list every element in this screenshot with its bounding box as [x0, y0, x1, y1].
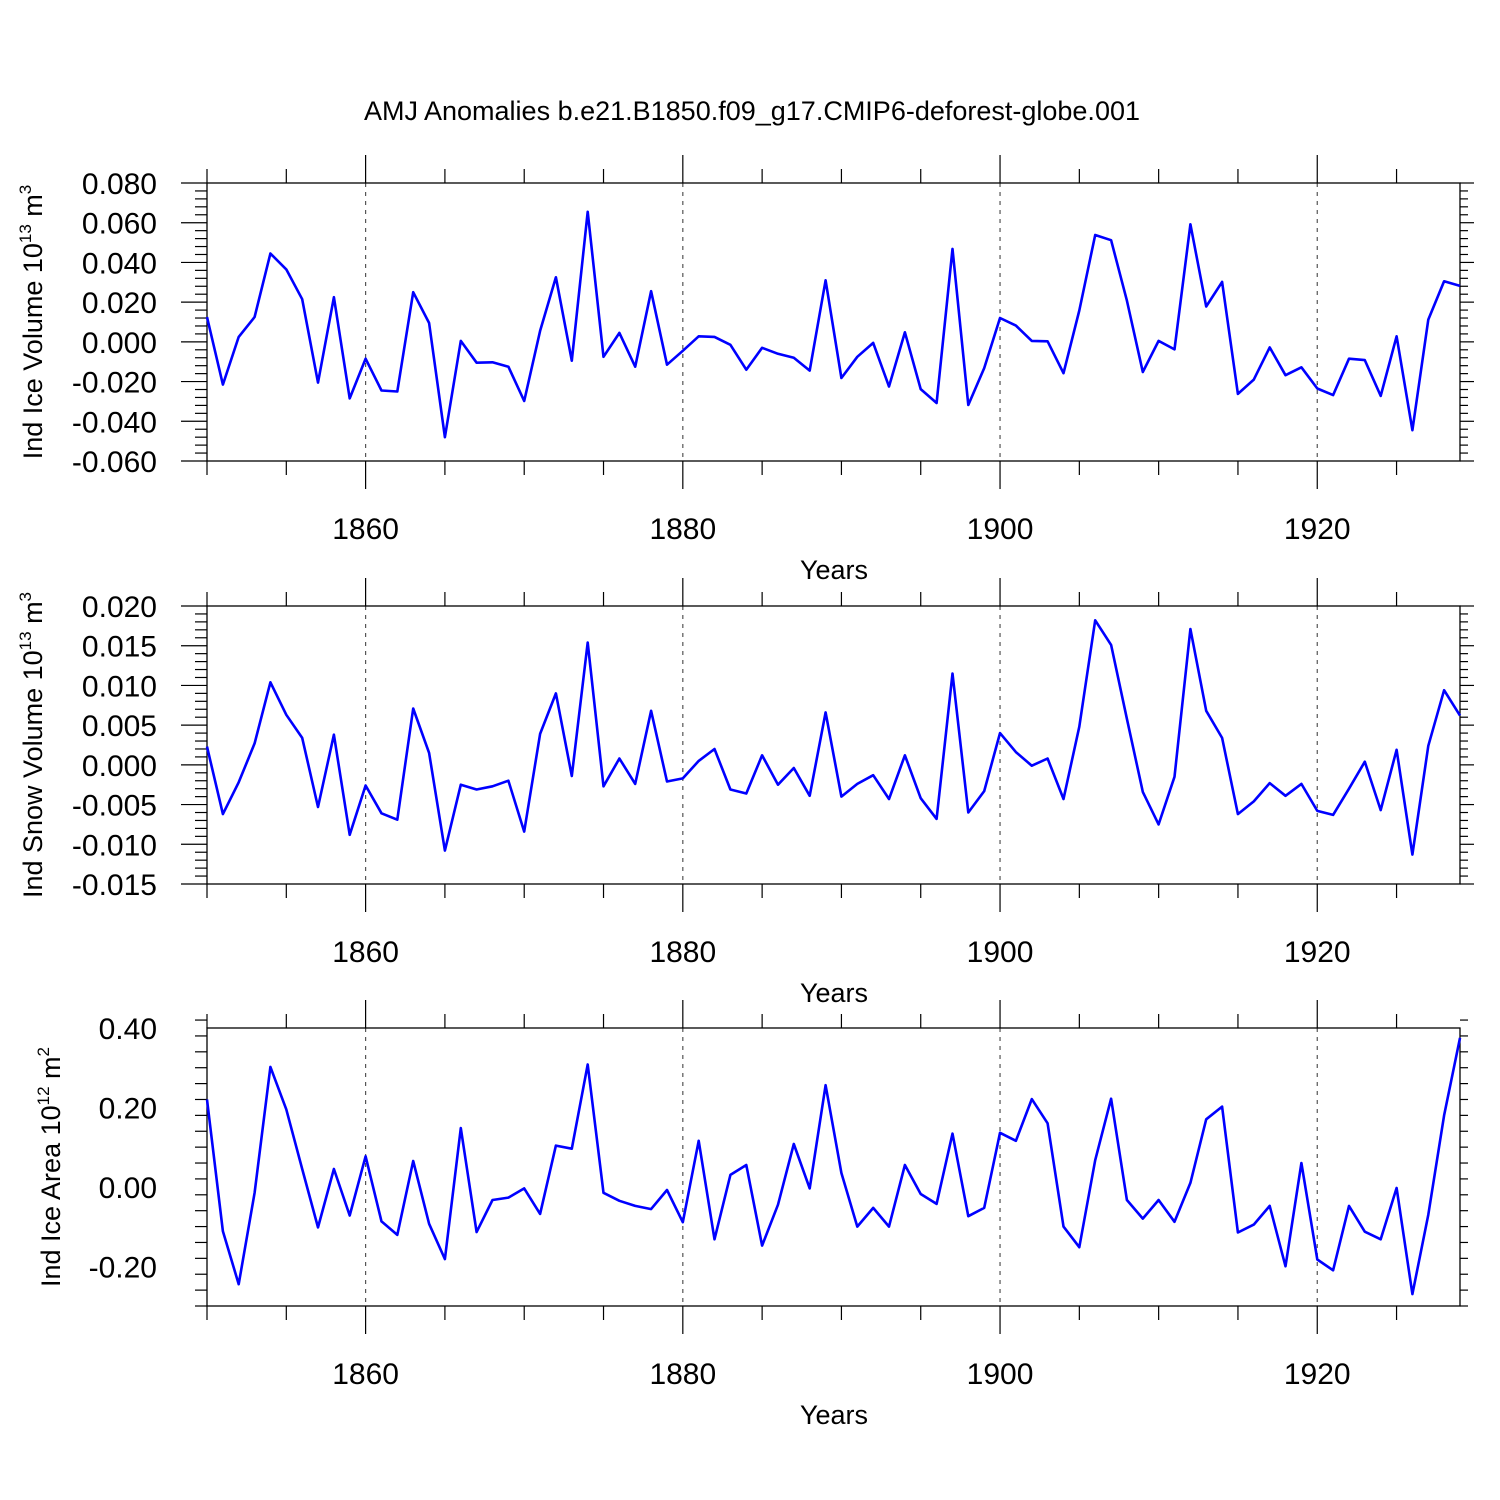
y-tick-label: 0.015	[82, 631, 157, 664]
x-axis-label: Years	[800, 978, 868, 1008]
y-tick-label: 0.20	[99, 1092, 157, 1125]
x-tick-label: 1880	[649, 513, 716, 546]
x-tick-label: 1920	[1284, 936, 1351, 969]
x-tick-label: 1900	[967, 1358, 1034, 1391]
y-tick-label: 0.005	[82, 710, 157, 743]
y-axis-label-superscript: 13	[16, 631, 35, 650]
y-tick-label: -0.010	[72, 829, 157, 862]
x-tick-label: 1860	[332, 513, 399, 546]
x-tick-label: 1920	[1284, 513, 1351, 546]
y-tick-label: -0.020	[72, 367, 157, 400]
y-tick-label: -0.20	[89, 1251, 157, 1284]
y-tick-label: 0.080	[82, 168, 157, 201]
plot-frame	[206, 1027, 1461, 1307]
y-axis-label-part: m	[18, 601, 48, 631]
y-tick-label: 0.000	[82, 327, 157, 360]
y-axis-label-part: Ind Ice Volume 10	[18, 243, 48, 459]
x-tick-label: 1900	[967, 513, 1034, 546]
y-axis-label-part: m	[36, 1056, 66, 1086]
y-axis-label-part: Ind Ice Area 10	[36, 1105, 66, 1287]
x-tick-label: 1920	[1284, 1358, 1351, 1391]
data-series-line	[205, 618, 1462, 856]
y-axis-label-superscript: 3	[16, 185, 35, 194]
panel-3: -0.20 0.00 0.20 0.40 1860 1880 1900 1920 Years In…	[34, 1000, 1468, 1430]
y-tick-label: 0.020	[82, 591, 157, 624]
y-axis-label-superscript: 2	[34, 1047, 53, 1056]
panel-1: -0.060 -0.040 -0.020 0.000 0.020 0.040 0.060 0.…	[16, 155, 1474, 585]
y-axis-label-superscript: 13	[16, 224, 35, 243]
y-axis-label: Ind Ice Area 1012 m2​	[34, 1047, 66, 1287]
y-axis-label-superscript: 3	[16, 592, 35, 601]
y-tick-label: 0.00	[99, 1172, 157, 1205]
y-tick-label: -0.005	[72, 790, 157, 823]
data-series-line	[205, 1037, 1462, 1296]
chart-title: AMJ Anomalies b.e21.B1850.f09_g17.CMIP6-…	[364, 96, 1140, 126]
x-tick-label: 1900	[967, 936, 1034, 969]
y-axis-label-part: m	[18, 194, 48, 224]
y-tick-label: -0.040	[72, 406, 157, 439]
plot-frame	[206, 605, 1461, 885]
y-tick-label: 0.40	[99, 1013, 157, 1046]
y-axis-label: Ind Snow Volume 1013 m3​	[16, 592, 48, 898]
x-tick-label: 1860	[332, 1358, 399, 1391]
y-tick-label: 0.060	[82, 208, 157, 241]
y-axis-label-part: Ind Snow Volume 10	[18, 650, 48, 898]
y-tick-label: 0.040	[82, 247, 157, 280]
y-tick-label: 0.010	[82, 670, 157, 703]
data-series-line	[205, 210, 1461, 439]
y-tick-label: 0.020	[82, 287, 157, 320]
y-tick-label: -0.015	[72, 869, 157, 902]
x-tick-label: 1880	[649, 1358, 716, 1391]
panel-2: -0.015 -0.010 -0.005 0.000 0.005 0.010 0.015 0.…	[16, 578, 1474, 1008]
y-axis-label-superscript: 12	[34, 1086, 53, 1105]
x-axis-label: Years	[800, 555, 868, 585]
y-tick-label: 0.000	[82, 750, 157, 783]
panels: -0.060 -0.040 -0.020 0.000 0.020 0.040 0.060 0.…	[16, 155, 1474, 1430]
x-tick-label: 1860	[332, 936, 399, 969]
y-axis-label: Ind Ice Volume 1013 m3​	[16, 185, 48, 460]
x-tick-label: 1880	[649, 936, 716, 969]
y-tick-label: -0.060	[72, 446, 157, 479]
x-axis-label: Years	[800, 1400, 868, 1430]
